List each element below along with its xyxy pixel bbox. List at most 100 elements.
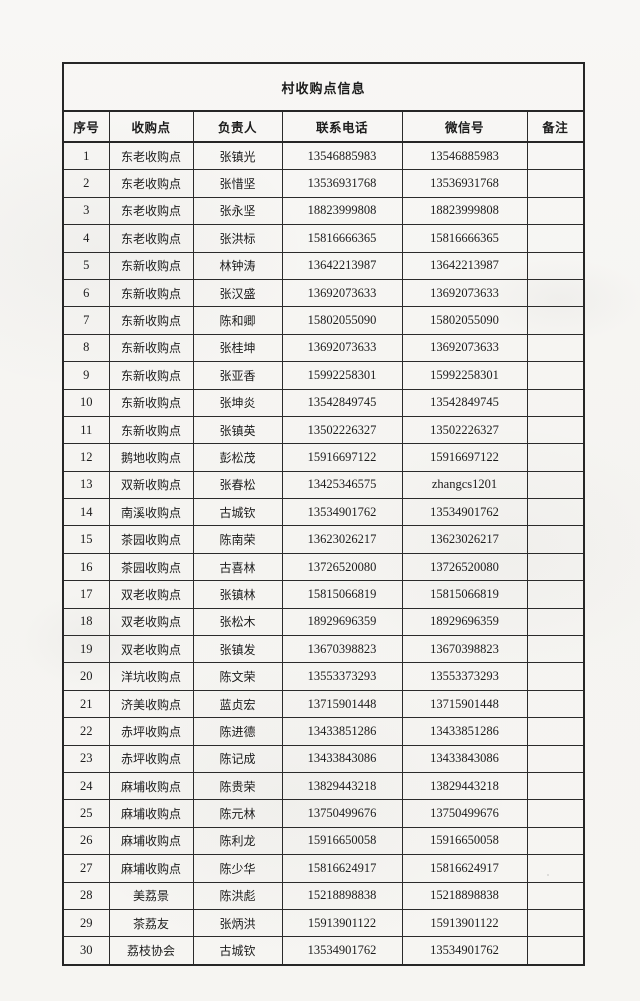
cell-note <box>526 717 585 746</box>
table-row: 17 双老收购点 张镇林 15815066819 15815066819 <box>62 580 585 609</box>
cell-purchase-point: 鹅地收购点 <box>108 443 194 472</box>
cell-wechat-id: 15916697122 <box>401 443 528 472</box>
table-row: 19 双老收购点 张镇发 13670398823 13670398823 <box>62 635 585 664</box>
column-header-note: 备注 <box>526 110 585 143</box>
cell-contact-phone: 13715901448 <box>281 689 403 719</box>
cell-wechat-id: 13433851286 <box>401 717 528 746</box>
cell-note <box>526 141 585 171</box>
cell-purchase-point: 东新收购点 <box>108 333 194 363</box>
cell-contact-phone: 13536931768 <box>281 169 403 198</box>
cell-purchase-point: 东新收购点 <box>108 415 194 445</box>
cell-purchase-point: 荔枝协会 <box>108 936 194 966</box>
cell-wechat-id: 15802055090 <box>401 306 528 335</box>
table-row: 6 东新收购点 张汉盛 13692073633 13692073633 <box>62 278 585 308</box>
cell-contact-phone: 13433843086 <box>281 744 403 773</box>
cell-note <box>526 498 585 527</box>
table-row: 30 荔枝协会 古城钦 13534901762 13534901762 <box>62 936 585 966</box>
cell-person-in-charge: 陈和卿 <box>192 306 283 335</box>
table-row: 16 茶园收购点 古喜林 13726520080 13726520080 <box>62 552 585 582</box>
cell-note <box>526 908 585 938</box>
table-row: 18 双老收购点 张松木 18929696359 18929696359 <box>62 607 585 637</box>
cell-contact-phone: 15815066819 <box>281 580 403 609</box>
cell-contact-phone: 13642213987 <box>281 251 403 280</box>
cell-purchase-point: 东新收购点 <box>108 361 194 390</box>
cell-serial-number: 20 <box>62 662 110 691</box>
cell-note <box>526 936 585 966</box>
cell-serial-number: 9 <box>62 361 110 390</box>
cell-note <box>526 881 585 910</box>
cell-note <box>526 224 585 253</box>
cell-serial-number: 10 <box>62 388 110 417</box>
cell-person-in-charge: 陈贵荣 <box>192 771 283 801</box>
cell-wechat-id: 13433843086 <box>401 744 528 773</box>
cell-note <box>526 799 585 828</box>
cell-purchase-point: 双老收购点 <box>108 580 194 609</box>
cell-contact-phone: 18823999808 <box>281 196 403 226</box>
table-row: 25 麻埔收购点 陈元林 13750499676 13750499676 <box>62 799 585 828</box>
cell-contact-phone: 13692073633 <box>281 333 403 363</box>
cell-note <box>526 525 585 554</box>
cell-wechat-id: 15913901122 <box>401 908 528 938</box>
cell-wechat-id: 15815066819 <box>401 580 528 609</box>
cell-wechat-id: 13726520080 <box>401 552 528 582</box>
cell-note <box>526 826 585 856</box>
cell-wechat-id: 13750499676 <box>401 799 528 828</box>
cell-note <box>526 443 585 472</box>
cell-person-in-charge: 张桂坤 <box>192 333 283 363</box>
cell-contact-phone: 15816624917 <box>281 854 403 883</box>
cell-person-in-charge: 张永坚 <box>192 196 283 226</box>
cell-person-in-charge: 陈元林 <box>192 799 283 828</box>
cell-purchase-point: 麻埔收购点 <box>108 771 194 801</box>
cell-person-in-charge: 张炳洪 <box>192 908 283 938</box>
cell-purchase-point: 东老收购点 <box>108 169 194 198</box>
table-row: 8 东新收购点 张桂坤 13692073633 13692073633 <box>62 333 585 363</box>
table-row: 13 双新收购点 张春松 13425346575 zhangcs1201 <box>62 470 585 500</box>
column-header-phone: 联系电话 <box>281 110 403 143</box>
cell-wechat-id: 15218898838 <box>401 881 528 910</box>
cell-person-in-charge: 张镇林 <box>192 580 283 609</box>
cell-serial-number: 16 <box>62 552 110 582</box>
cell-serial-number: 22 <box>62 717 110 746</box>
cell-serial-number: 21 <box>62 689 110 719</box>
cell-wechat-id: 13546885983 <box>401 141 528 171</box>
cell-note <box>526 580 585 609</box>
cell-wechat-id: 13534901762 <box>401 498 528 527</box>
cell-wechat-id: 15816666365 <box>401 224 528 253</box>
cell-contact-phone: 13542849745 <box>281 388 403 417</box>
cell-purchase-point: 茶园收购点 <box>108 552 194 582</box>
cell-person-in-charge: 张镇光 <box>192 141 283 171</box>
cell-serial-number: 26 <box>62 826 110 856</box>
cell-purchase-point: 东新收购点 <box>108 306 194 335</box>
cell-purchase-point: 茶荔友 <box>108 908 194 938</box>
cell-contact-phone: 13553373293 <box>281 662 403 691</box>
table-row: 11 东新收购点 张镇英 13502226327 13502226327 <box>62 415 585 445</box>
title-row: 村收购点信息 <box>62 62 585 112</box>
cell-wechat-id: 13692073633 <box>401 278 528 308</box>
header-row: 序号 收购点 负责人 联系电话 微信号 备注 <box>62 110 585 143</box>
cell-person-in-charge: 陈文荣 <box>192 662 283 691</box>
column-header-index: 序号 <box>62 110 110 143</box>
cell-serial-number: 30 <box>62 936 110 966</box>
cell-purchase-point: 南溪收购点 <box>108 498 194 527</box>
cell-contact-phone: 15992258301 <box>281 361 403 390</box>
cell-note <box>526 415 585 445</box>
table-row: 10 东新收购点 张坤炎 13542849745 13542849745 <box>62 388 585 417</box>
cell-note <box>526 744 585 773</box>
cell-contact-phone: 13726520080 <box>281 552 403 582</box>
cell-note <box>526 552 585 582</box>
cell-wechat-id: 13553373293 <box>401 662 528 691</box>
cell-wechat-id: zhangcs1201 <box>401 470 528 500</box>
cell-person-in-charge: 陈进德 <box>192 717 283 746</box>
cell-purchase-point: 美荔景 <box>108 881 194 910</box>
cell-contact-phone: 13829443218 <box>281 771 403 801</box>
cell-contact-phone: 15913901122 <box>281 908 403 938</box>
scanned-document-page: 村收购点信息 序号 收购点 负责人 联系电话 微信号 备注 1 东老收购点 张镇… <box>62 62 586 966</box>
table-row: 14 南溪收购点 古城钦 13534901762 13534901762 <box>62 498 585 527</box>
cell-purchase-point: 茶园收购点 <box>108 525 194 554</box>
purchase-points-table: 村收购点信息 序号 收购点 负责人 联系电话 微信号 备注 1 东老收购点 张镇… <box>62 62 586 966</box>
cell-person-in-charge: 张亚香 <box>192 361 283 390</box>
cell-purchase-point: 东新收购点 <box>108 251 194 280</box>
cell-purchase-point: 麻埔收购点 <box>108 826 194 856</box>
cell-contact-phone: 15218898838 <box>281 881 403 910</box>
table-row: 3 东老收购点 张永坚 18823999808 18823999808 <box>62 196 585 226</box>
